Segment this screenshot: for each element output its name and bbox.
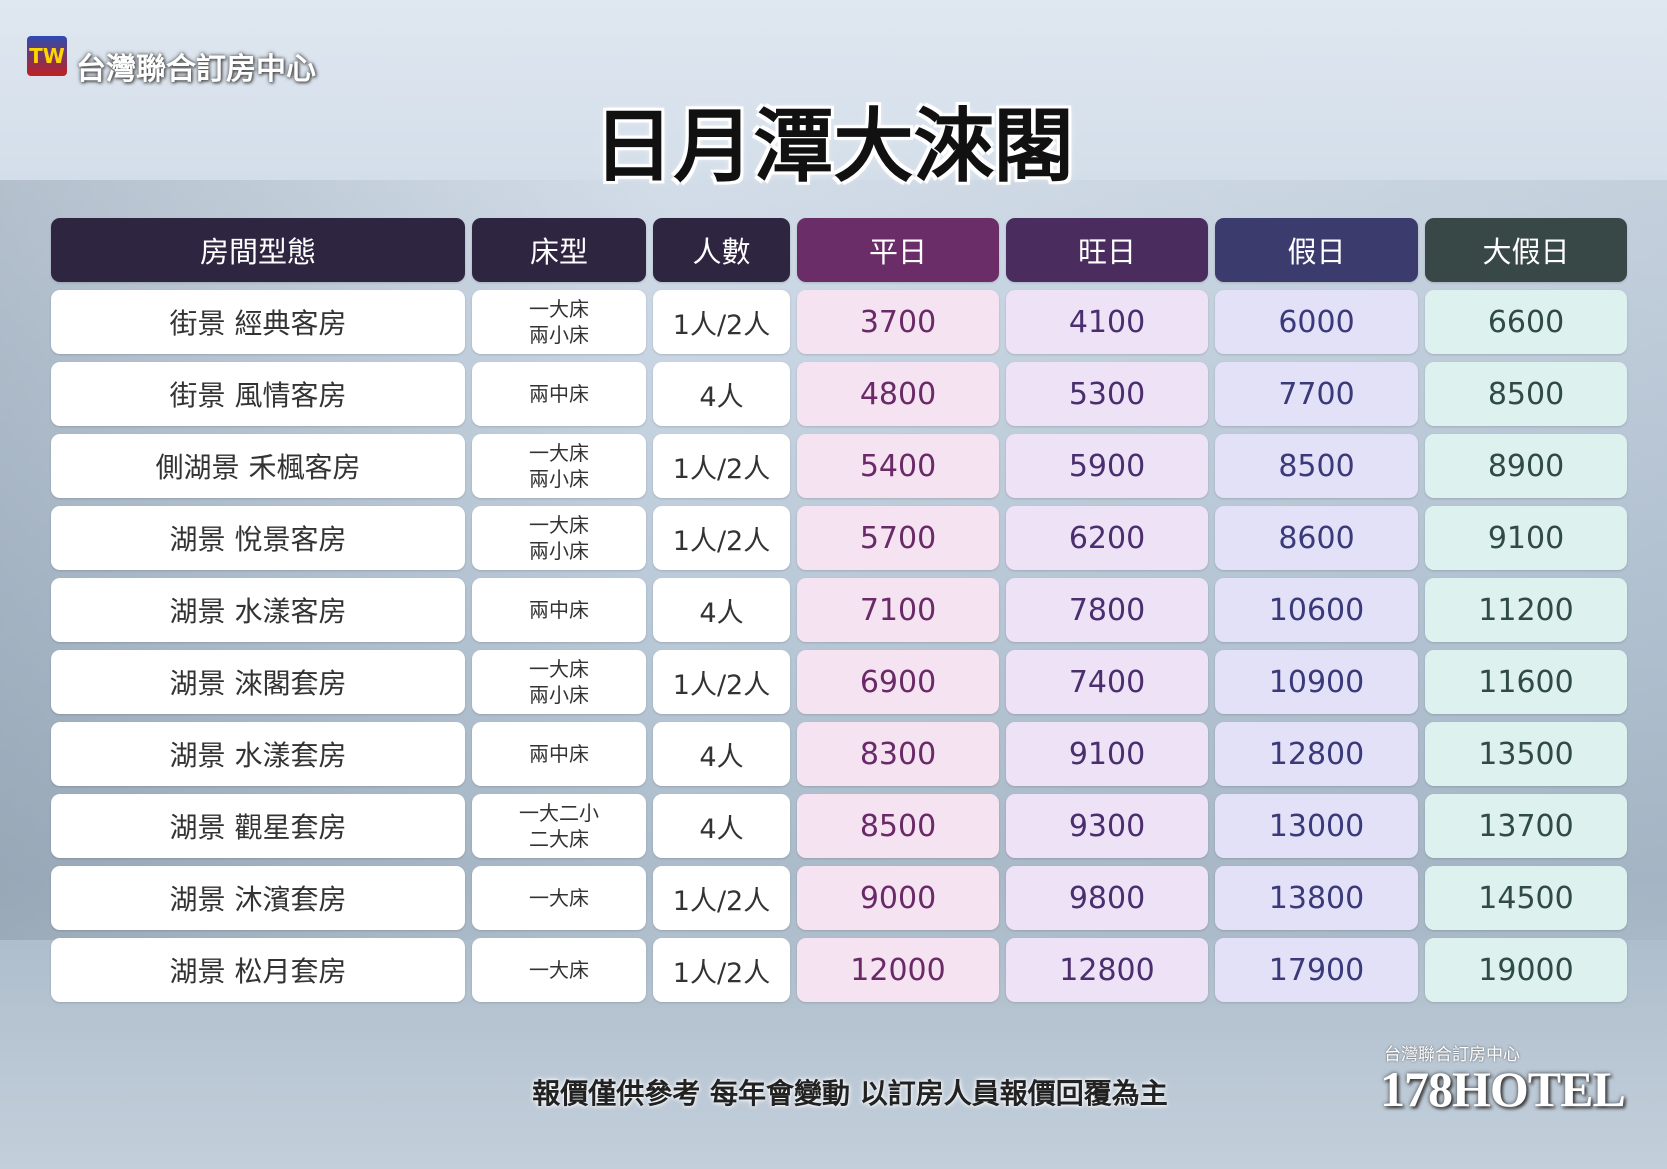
price: 9300 — [1006, 794, 1208, 858]
price: 19000 — [1425, 938, 1627, 1002]
price: 5300 — [1006, 362, 1208, 426]
room-type: 側湖景 禾楓客房 — [51, 434, 465, 498]
occupancy: 1人/2人 — [653, 506, 790, 570]
price: 5400 — [797, 434, 999, 498]
price: 7800 — [1006, 578, 1208, 642]
occupancy: 4人 — [653, 362, 790, 426]
room-type: 街景 經典客房 — [51, 290, 465, 354]
room-type: 湖景 觀星套房 — [51, 794, 465, 858]
bed-type: 兩中床 — [472, 362, 646, 426]
footer-brand-small: 台灣聯合訂房中心 — [1384, 1045, 1520, 1065]
price: 4800 — [797, 362, 999, 426]
price: 8300 — [797, 722, 999, 786]
price: 12000 — [797, 938, 999, 1002]
price: 10900 — [1215, 650, 1418, 714]
price: 7400 — [1006, 650, 1208, 714]
price: 13700 — [1425, 794, 1627, 858]
column-header: 人數 — [653, 218, 790, 282]
price: 7100 — [797, 578, 999, 642]
occupancy: 1人/2人 — [653, 866, 790, 930]
price: 8600 — [1215, 506, 1418, 570]
bed-type: 一大二小 二大床 — [472, 794, 646, 858]
price: 17900 — [1215, 938, 1418, 1002]
price: 12800 — [1215, 722, 1418, 786]
room-type: 街景 風情客房 — [51, 362, 465, 426]
room-type: 湖景 水漾套房 — [51, 722, 465, 786]
room-type: 湖景 水漾客房 — [51, 578, 465, 642]
price: 10600 — [1215, 578, 1418, 642]
room-type: 湖景 松月套房 — [51, 938, 465, 1002]
bed-type: 一大床 — [472, 938, 646, 1002]
price: 8500 — [1425, 362, 1627, 426]
column-header: 平日 — [797, 218, 999, 282]
occupancy: 1人/2人 — [653, 650, 790, 714]
logo: TW — [27, 36, 67, 76]
price: 13800 — [1215, 866, 1418, 930]
column-header: 旺日 — [1006, 218, 1208, 282]
price: 6900 — [797, 650, 999, 714]
occupancy: 4人 — [653, 794, 790, 858]
price: 9800 — [1006, 866, 1208, 930]
price: 12800 — [1006, 938, 1208, 1002]
price: 8900 — [1425, 434, 1627, 498]
occupancy: 4人 — [653, 578, 790, 642]
bed-type: 一大床 兩小床 — [472, 290, 646, 354]
price: 8500 — [1215, 434, 1418, 498]
price: 9100 — [1006, 722, 1208, 786]
bed-type: 一大床 兩小床 — [472, 650, 646, 714]
occupancy: 1人/2人 — [653, 434, 790, 498]
footer-note: 報價僅供參考 每年會變動 以訂房人員報價回覆為主 — [532, 1077, 1168, 1110]
bed-type: 兩中床 — [472, 578, 646, 642]
bed-type: 一大床 兩小床 — [472, 434, 646, 498]
price: 6600 — [1425, 290, 1627, 354]
room-type: 湖景 沐濱套房 — [51, 866, 465, 930]
price: 13000 — [1215, 794, 1418, 858]
price: 5700 — [797, 506, 999, 570]
occupancy: 1人/2人 — [653, 290, 790, 354]
price: 6000 — [1215, 290, 1418, 354]
occupancy: 4人 — [653, 722, 790, 786]
room-type: 湖景 淶閣套房 — [51, 650, 465, 714]
footer-brand-large: 178HOTEL — [1380, 1061, 1626, 1117]
price: 13500 — [1425, 722, 1627, 786]
bed-type: 一大床 — [472, 866, 646, 930]
price-table: 房間型態 床型 人數 平日 旺日 假日 大假日 街景 經典客房 一大床 兩小床 1人/2人 3700… — [51, 218, 1627, 1002]
bed-type: 兩中床 — [472, 722, 646, 786]
price: 6200 — [1006, 506, 1208, 570]
price: 9100 — [1425, 506, 1627, 570]
price: 7700 — [1215, 362, 1418, 426]
price: 4100 — [1006, 290, 1208, 354]
price: 5900 — [1006, 434, 1208, 498]
price: 14500 — [1425, 866, 1627, 930]
room-type: 湖景 悅景客房 — [51, 506, 465, 570]
price: 3700 — [797, 290, 999, 354]
price: 11600 — [1425, 650, 1627, 714]
price: 9000 — [797, 866, 999, 930]
brand: 台灣聯合訂房中心 — [76, 52, 316, 87]
column-header: 大假日 — [1425, 218, 1627, 282]
price: 11200 — [1425, 578, 1627, 642]
bed-type: 一大床 兩小床 — [472, 506, 646, 570]
price: 8500 — [797, 794, 999, 858]
title: 日月潭大淶閣 — [593, 100, 1074, 193]
occupancy: 1人/2人 — [653, 938, 790, 1002]
column-header: 房間型態 — [51, 218, 465, 282]
column-header: 假日 — [1215, 218, 1418, 282]
column-header: 床型 — [472, 218, 646, 282]
